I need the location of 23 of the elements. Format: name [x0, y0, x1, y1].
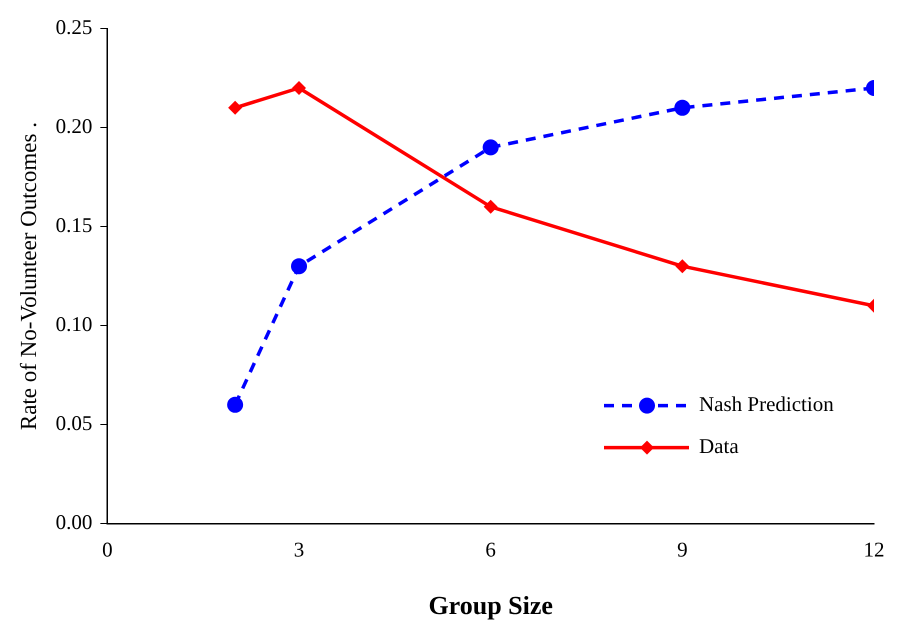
- legend-label: Data: [699, 434, 740, 458]
- point: [675, 259, 690, 274]
- y-tick-label: 0.25: [56, 15, 92, 40]
- y-tick-label: 0.00: [56, 510, 92, 534]
- point: [484, 200, 498, 214]
- point: [227, 396, 244, 413]
- x-tick-label: 6: [485, 538, 496, 562]
- point: [482, 139, 499, 156]
- point: [228, 100, 242, 115]
- point: [674, 100, 690, 116]
- point: [291, 258, 308, 274]
- x-tick-label: 3: [294, 538, 304, 562]
- x-tick-label: 9: [677, 538, 688, 562]
- legend-label: Nash Prediction: [699, 392, 834, 416]
- y-tick-label: 0.15: [56, 213, 92, 238]
- y-tick-label: 0.20: [56, 114, 92, 138]
- x-tick-label: 12: [864, 538, 884, 562]
- y-axis-title: Rate of No-Volunteer Outcomes .: [16, 122, 41, 430]
- y-tick-label: 0.10: [56, 312, 92, 336]
- x-axis-title: Group Size: [428, 591, 553, 620]
- y-tick-label: 0.05: [56, 411, 92, 436]
- point: [292, 81, 306, 95]
- x-tick-label: 0: [102, 538, 113, 562]
